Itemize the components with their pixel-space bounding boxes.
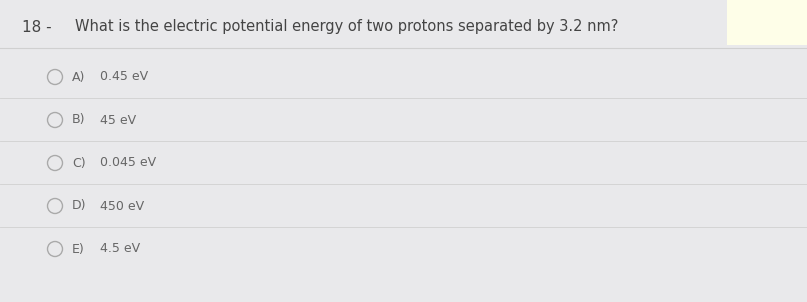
Text: A): A) bbox=[72, 70, 86, 83]
Text: 45 eV: 45 eV bbox=[100, 114, 136, 127]
Text: 0.45 eV: 0.45 eV bbox=[100, 70, 148, 83]
Text: 450 eV: 450 eV bbox=[100, 200, 144, 213]
Text: D): D) bbox=[72, 200, 86, 213]
Text: B): B) bbox=[72, 114, 86, 127]
Text: C): C) bbox=[72, 156, 86, 169]
Text: What is the electric potential energy of two protons separated by 3.2 nm?: What is the electric potential energy of… bbox=[75, 20, 618, 34]
Text: E): E) bbox=[72, 243, 85, 255]
Text: 0.045 eV: 0.045 eV bbox=[100, 156, 156, 169]
Text: 18 -: 18 - bbox=[22, 20, 52, 34]
Text: 4.5 eV: 4.5 eV bbox=[100, 243, 140, 255]
Bar bbox=[727, 0, 807, 45]
